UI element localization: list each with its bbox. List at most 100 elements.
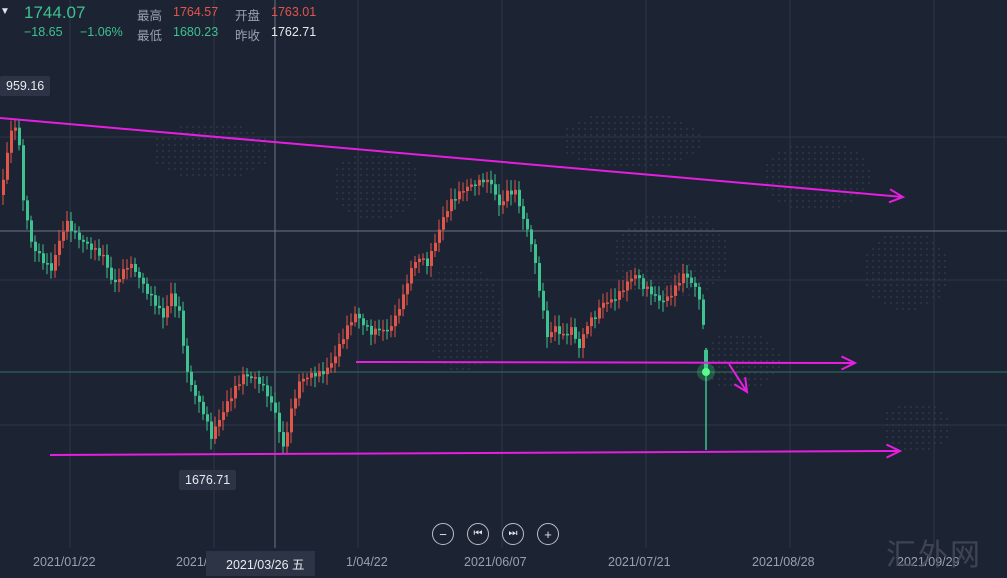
candle-body: [210, 421, 213, 439]
candle-body: [562, 333, 565, 336]
price-change-pct: −1.06%: [80, 25, 123, 39]
candle-body: [334, 356, 337, 364]
candle-body: [226, 401, 229, 413]
candle-body: [186, 345, 189, 372]
x-tick-label: 2021/01/22: [33, 555, 96, 569]
candle-body: [394, 315, 397, 327]
candle-body: [458, 191, 461, 200]
candle-body: [358, 313, 361, 319]
candle-body: [558, 326, 561, 335]
prev-close-value: 1762.71: [271, 25, 317, 39]
prev-close-label: 昨收: [235, 29, 261, 43]
down-arrow: [728, 363, 748, 393]
candle-body: [466, 186, 469, 192]
candle-body: [626, 281, 629, 291]
scroll-start-button[interactable]: ⏮: [467, 523, 489, 545]
support-trendline: [355, 361, 856, 364]
candle-body: [222, 412, 225, 420]
candle-body: [74, 231, 77, 233]
candle-body: [542, 290, 545, 311]
x-tick-label: 1/04/22: [346, 555, 388, 569]
candle-body: [446, 211, 449, 218]
candle-body: [614, 299, 617, 301]
candle-body: [174, 293, 177, 307]
chart-grid: [0, 0, 1007, 548]
candle-body: [566, 333, 569, 336]
candle-body: [98, 248, 101, 256]
down-arrow-head: [733, 376, 749, 394]
candle-body: [118, 279, 121, 283]
candle-body: [530, 229, 533, 245]
bottom-trendline-head: [886, 443, 903, 459]
candle-body: [302, 378, 305, 382]
candle-body: [2, 179, 5, 195]
candle-body: [610, 299, 613, 303]
candle-body: [418, 258, 421, 263]
candle-body: [618, 291, 621, 300]
candle-body: [294, 398, 297, 409]
low-price-tag: 1676.71: [179, 470, 237, 490]
candle-body: [82, 239, 85, 242]
open-label: 开盘: [235, 9, 261, 23]
candle-body: [410, 268, 413, 284]
candle-body: [34, 241, 37, 252]
candle-body: [462, 191, 465, 193]
candle-body: [434, 242, 437, 252]
candle-body: [622, 290, 625, 292]
candle-body: [238, 384, 241, 386]
candle-body: [202, 401, 205, 415]
candle-body: [630, 278, 633, 282]
candle-body: [22, 145, 25, 201]
trendlines-layer: [0, 117, 906, 459]
candle-body: [214, 426, 217, 439]
high-value: 1764.57: [173, 5, 219, 19]
candle-body: [454, 199, 457, 201]
candle-body: [502, 201, 505, 206]
candle-body: [438, 229, 441, 243]
candle-body: [254, 377, 257, 379]
candle-body: [198, 395, 201, 402]
candle-body: [590, 317, 593, 327]
candle-body: [654, 294, 657, 296]
candle-body: [490, 179, 493, 185]
candle-body: [366, 325, 369, 327]
dropdown-caret-icon[interactable]: ▼: [0, 6, 10, 17]
candle-body: [166, 306, 169, 318]
candle-body: [406, 283, 409, 295]
support-trendline-head: [841, 355, 858, 371]
candle-body: [534, 244, 537, 264]
candle-body: [498, 194, 501, 206]
candle-body: [42, 253, 45, 264]
candle-body: [682, 273, 685, 284]
candle-body: [378, 328, 381, 331]
candle-body: [218, 419, 221, 427]
candle-body: [574, 327, 577, 339]
candle-body: [142, 277, 145, 284]
candle-body: [430, 251, 433, 266]
candle-body: [158, 305, 161, 309]
candle-body: [426, 258, 429, 266]
candle-body: [546, 310, 549, 338]
candle-body: [130, 263, 133, 268]
candle-body: [386, 329, 389, 332]
candle-body: [146, 283, 149, 294]
candle-body: [350, 322, 353, 326]
candle-body: [18, 127, 21, 146]
candle-body: [482, 179, 485, 183]
high-label: 最高: [137, 9, 163, 23]
candle-body: [282, 432, 285, 447]
zoom-in-button[interactable]: +: [537, 523, 559, 545]
candle-body: [278, 412, 281, 433]
scroll-end-button[interactable]: ⏭: [502, 523, 524, 545]
candle-body: [170, 293, 173, 307]
candle-body: [274, 402, 277, 413]
candle-body: [290, 408, 293, 433]
candle-body: [122, 269, 125, 280]
candle-body: [106, 254, 109, 268]
zoom-out-button[interactable]: −: [432, 523, 454, 545]
candle-body: [586, 326, 589, 335]
candle-body: [354, 313, 357, 323]
candle-body: [606, 302, 609, 304]
candle-body: [602, 302, 605, 308]
